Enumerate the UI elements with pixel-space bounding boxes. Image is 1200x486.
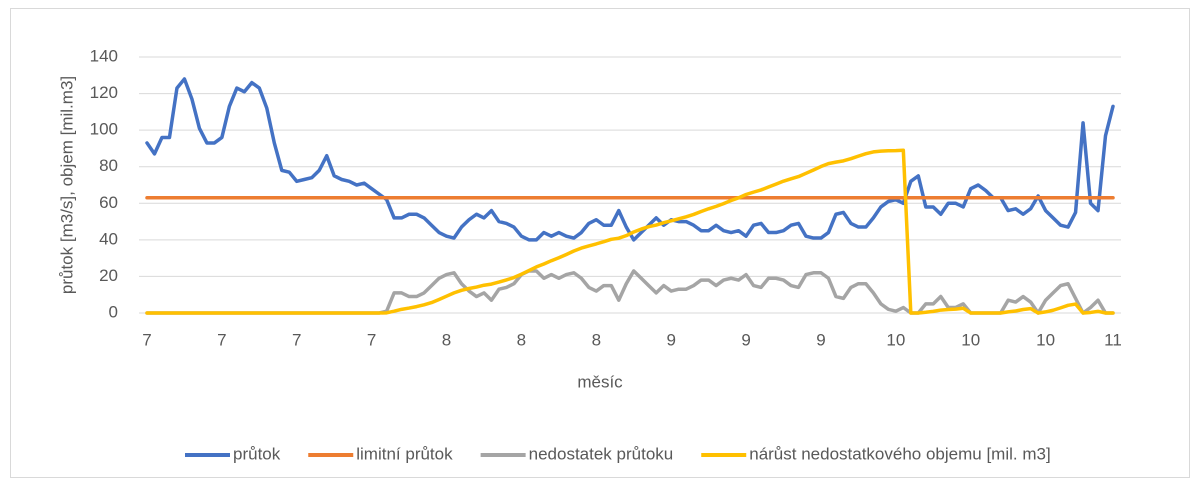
y-axis-title: průtok [m3/s], objem [mil.m3] bbox=[57, 76, 76, 294]
x-tick-label: 10 bbox=[961, 330, 980, 349]
x-tick-label: 9 bbox=[816, 330, 825, 349]
x-tick-label: 11 bbox=[1104, 330, 1122, 349]
x-tick-label: 8 bbox=[592, 330, 601, 349]
legend-label: nárůst nedostatkového objemu [mil. m3] bbox=[749, 444, 1050, 463]
y-tick-label: 40 bbox=[99, 229, 118, 248]
x-tick-label: 7 bbox=[217, 330, 226, 349]
x-tick-label: 7 bbox=[292, 330, 301, 349]
legend-label: limitní průtok bbox=[356, 444, 453, 463]
x-tick-label: 7 bbox=[142, 330, 151, 349]
x-tick-label: 10 bbox=[886, 330, 905, 349]
legend-label: průtok bbox=[233, 444, 281, 463]
y-tick-label: 60 bbox=[99, 193, 118, 212]
y-tick-label: 80 bbox=[99, 156, 118, 175]
y-tick-label: 100 bbox=[90, 120, 118, 139]
y-tick-label: 20 bbox=[99, 266, 118, 285]
x-tick-label: 7 bbox=[367, 330, 376, 349]
y-tick-label: 140 bbox=[90, 46, 118, 65]
x-tick-label: 9 bbox=[741, 330, 750, 349]
y-tick-label: 0 bbox=[109, 302, 118, 321]
x-axis-title: měsíc bbox=[577, 372, 623, 391]
y-tick-label: 120 bbox=[90, 83, 118, 102]
x-tick-label: 8 bbox=[442, 330, 451, 349]
x-tick-label: 10 bbox=[1036, 330, 1055, 349]
legend-label: nedostatek průtoku bbox=[529, 444, 674, 463]
x-tick-label: 9 bbox=[666, 330, 675, 349]
x-tick-label: 8 bbox=[517, 330, 526, 349]
series-line bbox=[145, 148, 1115, 315]
